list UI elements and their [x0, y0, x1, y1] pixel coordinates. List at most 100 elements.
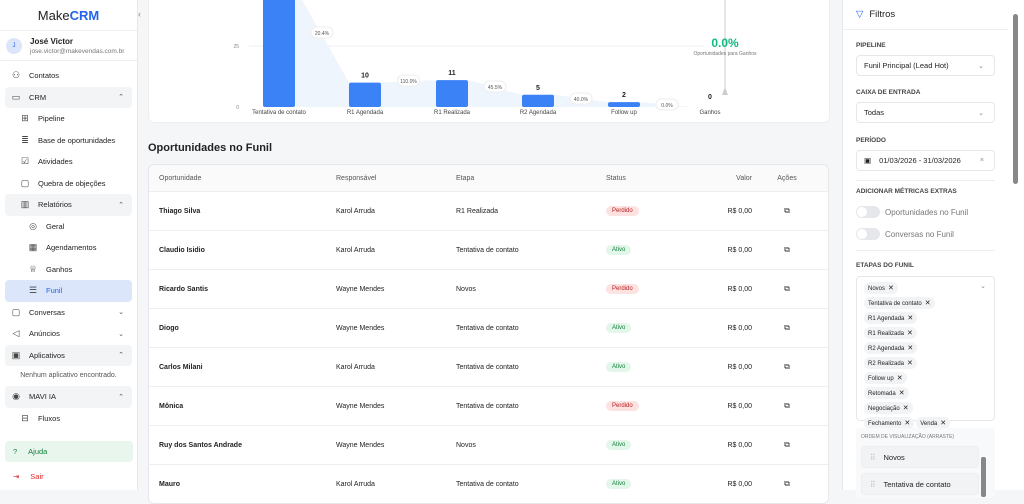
open-external-icon[interactable]: ⧉: [784, 362, 790, 371]
column-header: Etapa: [456, 174, 475, 182]
inbox-select[interactable]: Todas ⌄: [856, 102, 995, 123]
chevron-icon[interactable]: ⌃: [118, 393, 124, 401]
status-badge: Perdido: [606, 206, 639, 216]
data-label: 10: [361, 73, 369, 80]
stage-tag: R2 Realizada ✕: [864, 357, 917, 369]
sidebar-item-quebra-de-obje-es[interactable]: ▢ Quebra de objeções: [20, 177, 106, 188]
remove-tag-icon[interactable]: ✕: [902, 405, 909, 412]
table-row[interactable]: Thiago Silva Karol Arruda R1 Realizada P…: [149, 192, 828, 231]
sidebar-item-aplicativos[interactable]: ▣ Aplicativos ⌃: [5, 344, 132, 366]
value: R$ 0,00: [727, 480, 752, 488]
drag-handle-icon[interactable]: ⠿: [870, 479, 876, 489]
sidebar-item-base-de-oportunidades[interactable]: ≣ Base de oportunidades: [21, 134, 116, 145]
stage: Tentativa de contato: [456, 324, 519, 332]
remove-tag-icon[interactable]: ✕: [907, 315, 914, 322]
stage: Tentativa de contato: [456, 363, 519, 371]
toggle-conversations[interactable]: Conversas no Funil: [856, 228, 954, 240]
value: R$ 0,00: [727, 246, 752, 254]
funnel-area: [295, 0, 726, 107]
sidebar-item-crm[interactable]: ▭ CRM ⌃: [5, 86, 132, 108]
help-button[interactable]: ? Ajuda: [5, 441, 133, 462]
x-tick-label: Ganhos: [699, 110, 720, 116]
remove-tag-icon[interactable]: ✕: [907, 360, 913, 367]
remove-tag-icon[interactable]: ✕: [907, 330, 913, 337]
order-item[interactable]: ⠿ Novos: [861, 446, 979, 468]
remove-tag-icon[interactable]: ✕: [898, 390, 905, 397]
chevron-icon[interactable]: ⌄: [118, 330, 124, 338]
chat-icon: ▢: [11, 306, 21, 317]
remove-tag-icon[interactable]: ✕: [904, 420, 911, 427]
open-external-icon[interactable]: ⧉: [784, 284, 790, 293]
data-label: 5: [536, 85, 540, 92]
chevron-icon[interactable]: ⌄: [118, 309, 124, 317]
chevron-icon[interactable]: ⌃: [118, 201, 124, 209]
remove-tag-icon[interactable]: ✕: [907, 345, 914, 352]
open-external-icon[interactable]: ⧉: [784, 479, 790, 488]
collapse-sidebar-button[interactable]: ‹: [138, 9, 141, 19]
stage-tag: R1 Agendada ✕: [864, 312, 918, 324]
sidebar-item-mavi-ia[interactable]: ◉ MAVI IA ⌃: [5, 386, 132, 408]
stage-tag: Fechamento ✕: [864, 417, 915, 429]
sidebar-item-conversas[interactable]: ▢ Conversas ⌄: [11, 306, 124, 317]
stages-multiselect[interactable]: ⌄ Novos ✕ Tentativa de contato ✕ R1 Agendada ✕…: [856, 276, 995, 429]
filter-icon: ▽: [856, 9, 864, 20]
open-external-icon[interactable]: ⧉: [784, 206, 790, 215]
user-profile[interactable]: J José Victor jose.victor@makevendas.com.…: [0, 30, 137, 61]
sidebar-item-atividades[interactable]: ☑ Atividades: [20, 156, 73, 167]
column-header: Ações: [777, 174, 797, 182]
conversion-label: 20.4%: [315, 31, 330, 37]
toggle-opportunities[interactable]: Oportunidades no Funil: [856, 206, 968, 218]
sidebar-item-contatos[interactable]: ⚇ Contatos: [11, 70, 60, 81]
table-row[interactable]: Carlos Milani Karol Arruda Tentativa de …: [149, 348, 828, 387]
drag-handle-icon[interactable]: ⠿: [870, 452, 876, 462]
checkbox-icon: ☑: [20, 156, 30, 167]
chevron-down-icon[interactable]: ⌄: [980, 283, 986, 290]
remove-tag-icon[interactable]: ✕: [888, 285, 894, 292]
sidebar-item-relat-rios[interactable]: ▥ Relatórios ⌃: [5, 194, 132, 216]
order-list: ORDEM DE VISUALIZAÇÃO (ARRASTE) ⠿ Novos ⠿ Te…: [856, 428, 995, 498]
bar: [263, 0, 295, 107]
chevron-icon[interactable]: ⌃: [118, 352, 124, 360]
x-tick-label: R1 Realizada: [434, 110, 471, 116]
order-scrollbar[interactable]: [981, 457, 986, 497]
sidebar-item-agendamentos[interactable]: ▦ Agendamentos: [28, 242, 97, 253]
grid-icon: ⊞: [21, 113, 29, 124]
remove-tag-icon[interactable]: ✕: [940, 420, 947, 427]
remove-tag-icon[interactable]: ✕: [896, 375, 903, 382]
chevron-icon[interactable]: ⌃: [118, 94, 124, 102]
open-external-icon[interactable]: ⧉: [784, 440, 790, 449]
calendar-icon: ▦: [28, 242, 38, 253]
table-row[interactable]: Mauro Karol Arruda Tentativa de contato …: [149, 465, 828, 503]
sidebar-item-funil[interactable]: ☰ Funil: [5, 280, 132, 302]
responsible: Wayne Mendes: [336, 324, 385, 332]
sidebar-item-ganhos[interactable]: ♕ Ganhos: [28, 263, 73, 274]
sidebar-item-an-ncios[interactable]: ◁ Anúncios ⌄: [12, 328, 124, 339]
remove-tag-icon[interactable]: ✕: [924, 300, 931, 307]
bar: [349, 82, 381, 107]
logout-button[interactable]: ⇥ Sair: [13, 472, 44, 481]
table-row[interactable]: Ruy dos Santos Andrade Wayne Mendes Novo…: [149, 426, 828, 465]
sidebar-item-fluxos[interactable]: ⊟ Fluxos: [21, 412, 61, 423]
award-icon: ◎: [29, 220, 37, 231]
open-external-icon[interactable]: ⧉: [784, 245, 790, 254]
pipeline-select[interactable]: Funil Principal (Lead Hot) ⌄: [856, 55, 995, 76]
period-picker[interactable]: ▣ 01/03/2026 - 31/03/2026 ×: [856, 150, 995, 171]
x-tick-label: Follow up: [611, 110, 637, 116]
status-badge: Perdido: [606, 284, 639, 294]
clear-icon[interactable]: ×: [979, 157, 984, 164]
stage-tag: Retomada ✕: [864, 387, 909, 399]
sidebar-item-geral[interactable]: ◎ Geral: [29, 220, 65, 231]
order-item[interactable]: ⠿ Tentativa de contato: [861, 473, 979, 495]
table-row[interactable]: Diogo Wayne Mendes Tentativa de contato …: [149, 309, 828, 348]
sidebar-item-pipeline[interactable]: ⊞ Pipeline: [21, 113, 65, 124]
table-row[interactable]: Claudio Isidio Karol Arruda Tentativa de…: [149, 231, 828, 270]
app-icon: ▣: [11, 349, 21, 360]
open-external-icon[interactable]: ⧉: [784, 401, 790, 410]
open-external-icon[interactable]: ⧉: [784, 323, 790, 332]
table-row[interactable]: Ricardo Santis Wayne Mendes Novos Perdid…: [149, 270, 828, 309]
panel-scrollbar[interactable]: [1008, 0, 1024, 490]
summary-value: 0.0%: [711, 36, 739, 50]
funnel-chart-card: 0 25 Tentativa de contato 10 R1 Agendada 11 R1…: [148, 0, 830, 123]
table-row[interactable]: Mônica Wayne Mendes Tentativa de contato…: [149, 387, 828, 426]
column-header: Status: [606, 174, 626, 182]
